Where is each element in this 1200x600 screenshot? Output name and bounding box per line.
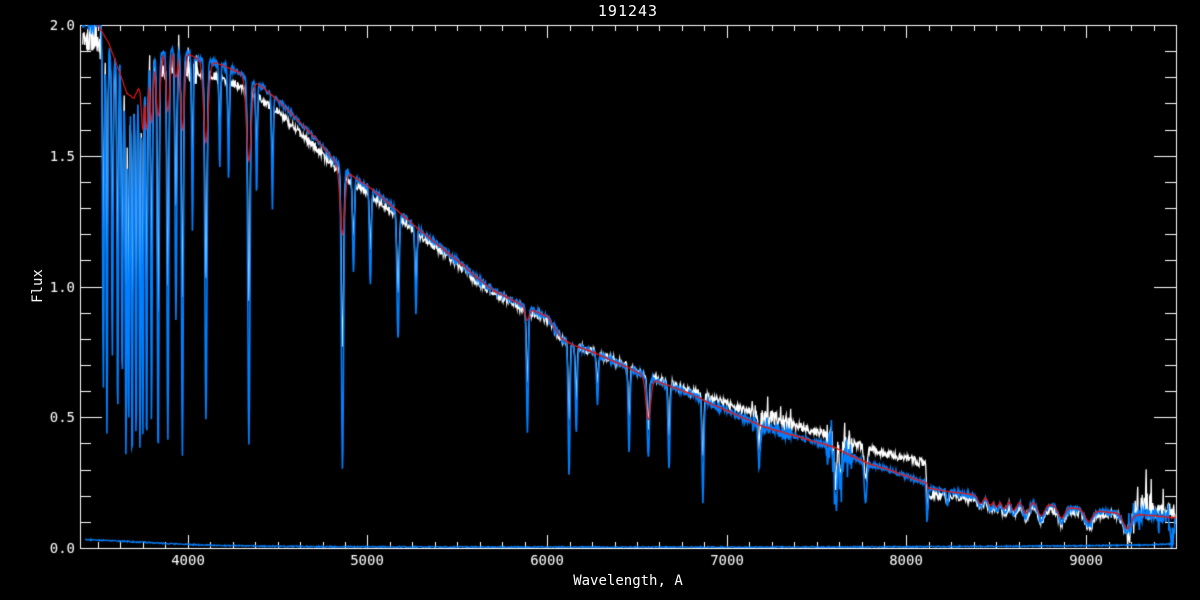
y-axis-label: Flux xyxy=(30,269,46,303)
x-axis-label: Wavelength, A xyxy=(573,573,683,589)
plot-title: 191243 xyxy=(597,2,659,20)
